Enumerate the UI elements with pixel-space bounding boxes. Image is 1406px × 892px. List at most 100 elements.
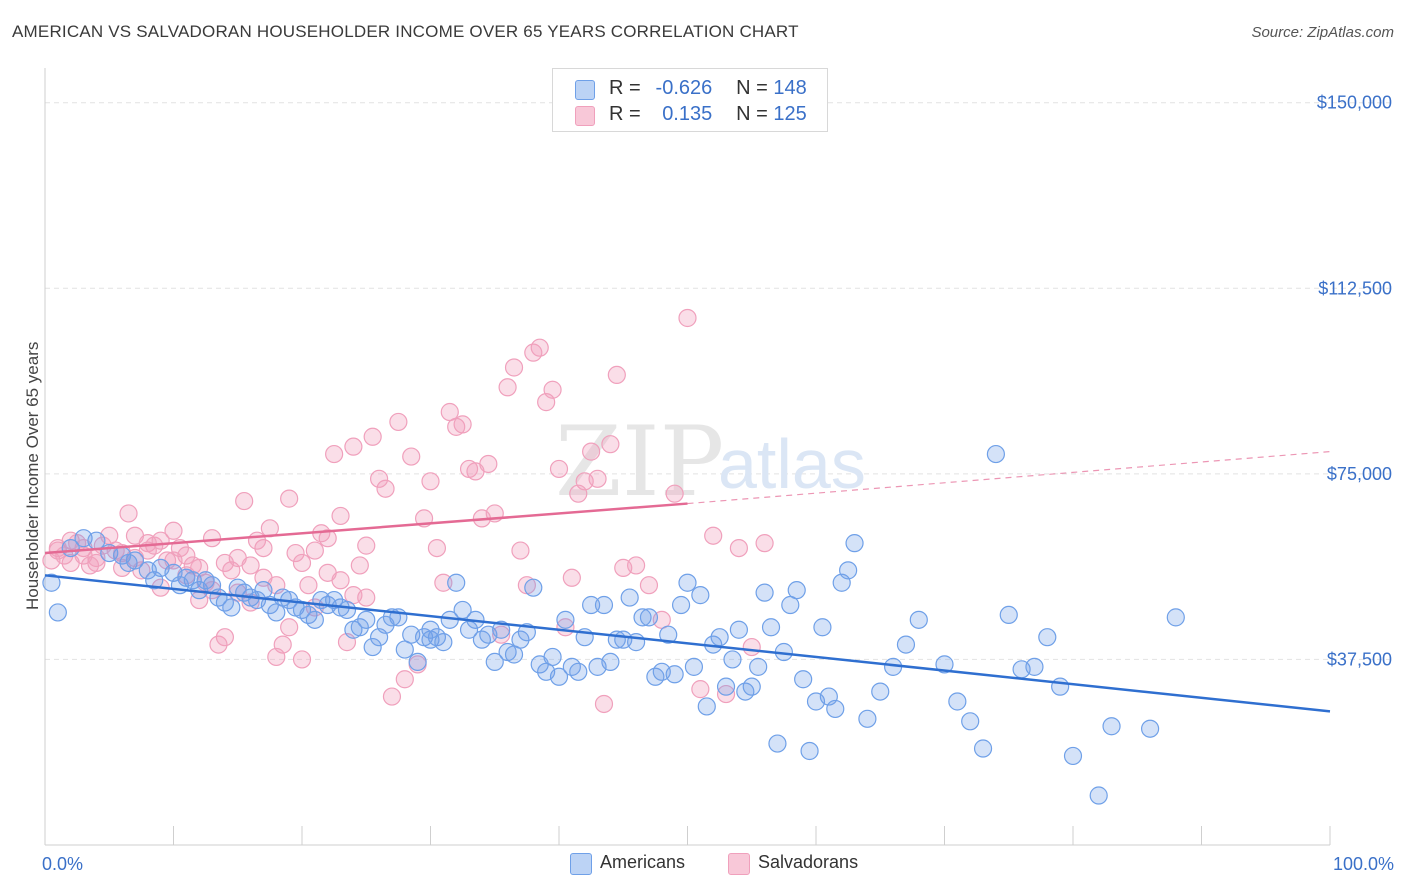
salvadorans-point	[755, 534, 774, 553]
americans-point	[1089, 786, 1108, 805]
americans-r-label: R =	[609, 77, 641, 99]
salvadorans-point	[292, 650, 312, 669]
salvadorans-legend-label: Salvadorans	[758, 852, 859, 872]
salvadorans-point	[376, 479, 395, 498]
salvadorans-point	[357, 536, 376, 555]
americans-point	[1025, 657, 1044, 676]
americans-point	[434, 633, 453, 652]
americans-point	[543, 647, 562, 667]
americans-point	[582, 595, 601, 615]
salvadorans-point	[549, 459, 569, 479]
americans-point	[871, 682, 890, 701]
americans-point	[601, 652, 620, 672]
x-tick-label: 0.0%	[42, 854, 83, 874]
salvadorans-point	[209, 635, 228, 654]
salvadorans-trendline-extension	[687, 451, 1331, 505]
salvadorans-legend-swatch	[728, 853, 750, 875]
salvadorans-point	[228, 548, 247, 568]
americans-point	[125, 551, 145, 570]
americans-point	[1140, 719, 1160, 738]
americans-point	[961, 712, 980, 731]
americans-point	[794, 670, 813, 689]
watermark-zip: ZIP	[555, 406, 724, 518]
salvadorans-point	[742, 637, 761, 657]
correlation-legend: R = -0.626 N = 148 R = 0.135 N = 125	[552, 68, 828, 132]
salvadorans-point	[434, 573, 453, 592]
salvadorans-point	[511, 541, 530, 560]
salvadorans-r-label: R =	[609, 103, 641, 125]
salvadorans-point	[562, 568, 581, 587]
americans-point	[665, 665, 684, 684]
americans-point	[511, 630, 530, 649]
americans-n-label: N =	[736, 77, 768, 99]
americans-point	[421, 620, 440, 639]
y-tick-label: $112,500	[1318, 278, 1392, 298]
americans-point	[485, 652, 504, 672]
americans-point	[729, 620, 749, 639]
salvadorans-point	[678, 308, 697, 328]
salvadorans-point	[594, 694, 614, 714]
americans-point	[569, 662, 588, 681]
americans-point	[357, 610, 376, 629]
americans-point	[594, 595, 614, 615]
americans-point	[839, 561, 858, 580]
americans-point	[716, 677, 736, 696]
salvadorans-point	[280, 618, 299, 637]
americans-point	[671, 595, 691, 615]
salvadorans-point	[331, 506, 350, 526]
americans-point	[845, 534, 864, 553]
americans-trendline	[44, 574, 1331, 713]
americans-legend-label: Americans	[600, 852, 686, 872]
salvadorans-point	[492, 625, 511, 644]
salvadorans-point	[318, 529, 337, 548]
salvadorans-point	[164, 521, 183, 540]
salvadorans-point	[305, 541, 324, 560]
salvadorans-point	[427, 538, 447, 558]
americans-point	[620, 588, 639, 607]
watermark-atlas: atlas	[718, 425, 866, 503]
americans-swatch	[575, 80, 595, 100]
salvadorans-swatch	[575, 106, 595, 126]
salvadorans-point	[395, 670, 414, 689]
americans-point	[363, 637, 382, 657]
americans-legend-swatch	[570, 853, 592, 875]
americans-point	[697, 697, 716, 716]
salvadorans-point	[119, 504, 138, 523]
americans-point	[1166, 608, 1185, 627]
americans-point	[524, 578, 543, 597]
salvadorans-point	[202, 529, 222, 548]
salvadorans-point	[350, 556, 369, 575]
salvadorans-point	[691, 680, 710, 699]
salvadorans-point	[639, 576, 659, 595]
salvadorans-point	[626, 556, 646, 575]
americans-point	[42, 573, 61, 592]
americans-point	[761, 618, 781, 637]
salvadorans-point	[504, 358, 524, 377]
americans-point	[337, 600, 357, 620]
americans-point	[896, 635, 916, 654]
y-tick-label: $37,500	[1327, 649, 1392, 669]
source-credit: Source: ZipAtlas.com	[1251, 24, 1394, 41]
salvadorans-point	[389, 412, 408, 432]
salvadorans-point	[607, 365, 626, 385]
americans-point	[800, 741, 819, 761]
salvadorans-point	[254, 538, 273, 558]
y-tick-label: $75,000	[1327, 464, 1392, 484]
salvadorans-point	[325, 444, 344, 464]
americans-point	[691, 586, 710, 605]
x-tick-label: 100.0%	[1333, 854, 1394, 874]
americans-point	[1102, 717, 1121, 736]
americans-n-value: 148	[773, 77, 807, 99]
americans-point	[639, 608, 659, 627]
salvadorans-point	[453, 415, 472, 434]
chart-title: AMERICAN VS SALVADORAN HOUSEHOLDER INCOM…	[12, 22, 799, 41]
americans-point	[87, 531, 106, 550]
americans-point	[948, 692, 967, 711]
americans-point	[909, 610, 928, 629]
americans-point	[1051, 677, 1070, 696]
americans-point	[749, 657, 768, 676]
americans-point	[986, 444, 1006, 464]
salvadorans-point	[498, 378, 517, 397]
americans-point	[678, 573, 697, 592]
